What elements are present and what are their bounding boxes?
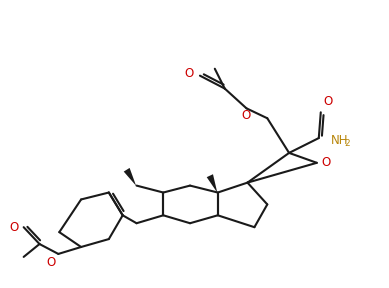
Text: O: O: [9, 221, 19, 234]
Text: 2: 2: [345, 139, 350, 147]
Text: O: O: [241, 109, 250, 122]
Text: O: O: [324, 95, 333, 108]
Text: O: O: [46, 256, 55, 269]
Text: O: O: [322, 156, 331, 169]
Text: O: O: [185, 67, 194, 80]
Polygon shape: [124, 168, 136, 186]
Text: NH: NH: [331, 134, 348, 147]
Polygon shape: [207, 174, 217, 193]
